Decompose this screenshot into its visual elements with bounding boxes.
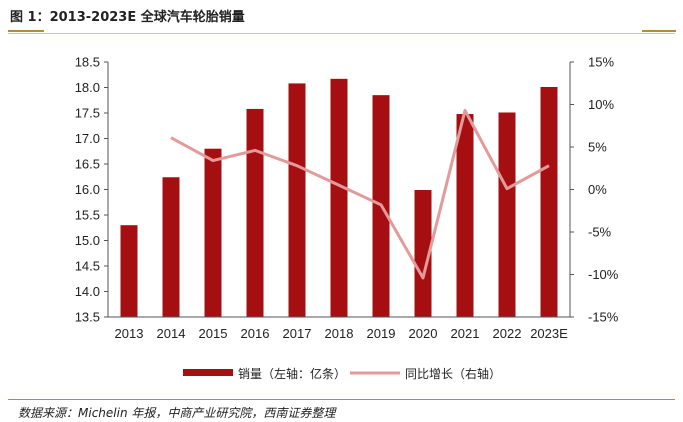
left-tick-label: 16.5 [75,157,100,172]
left-tick-label: 16.0 [75,182,100,197]
bar-series [120,78,558,318]
x-tick-label: 2019 [367,326,396,341]
left-tick-label: 14.5 [75,259,100,274]
left-tick-label: 14.0 [75,284,100,299]
bar-2016 [246,108,264,317]
title-rule-accent-right [642,30,676,32]
left-tick-label: 15.0 [75,233,100,248]
bar-2021 [456,114,474,318]
right-tick-label: -10% [588,267,619,282]
legend-bar-label: 销量（左轴：亿条） [238,366,346,381]
left-tick-label: 15.5 [75,208,100,223]
growth-line [170,108,550,280]
left-tick-label: 17.0 [75,131,100,146]
x-tick-label: 2021 [451,326,480,341]
x-tick-label: 2020 [409,326,438,341]
bar-2017 [288,83,306,317]
bar-2020 [414,190,432,317]
x-tick-label: 2014 [157,326,186,341]
right-tick-label: 15% [588,55,614,70]
title-rule-accent-left [8,30,44,32]
right-tick-label: 0% [588,182,607,197]
x-tick-label: 2022 [493,326,522,341]
bar-2023E [540,86,558,318]
footer-rule [8,399,675,400]
left-tick-label: 18.5 [75,55,100,70]
chart: 13.5 14.0 14.5 15.0 15.5 16.0 16.5 17.0 17.5 18.0… [75,55,619,382]
right-tick-label: 10% [588,97,614,112]
bar-2022 [498,112,516,318]
bar-2014 [162,177,180,317]
right-axis: -15% -10% -5% 0% 5% 10% 15% [569,55,619,325]
right-tick-label: -5% [588,225,612,240]
source-note: 数据来源：Michelin 年报，中商产业研究院，西南证券整理 [18,406,336,420]
left-tick-label: 13.5 [75,310,100,325]
left-tick-label: 17.5 [75,106,100,121]
legend-line-label: 同比增长（右轴） [405,366,501,381]
right-tick-label: 5% [588,140,607,155]
figure-title: 图 1：2013-2023E 全球汽车轮胎销量 [10,10,245,25]
legend-bar-swatch [183,369,233,376]
bar-2013 [120,225,138,317]
left-axis: 13.5 14.0 14.5 15.0 15.5 16.0 16.5 17.0 17.5 18.0… [75,55,109,325]
bar-2018 [330,78,348,317]
x-axis: 2013 2014 2015 2016 2017 2018 2019 2020 2021 2022… [108,316,570,341]
right-tick-label: -15% [588,310,619,325]
x-tick-label: 2023E [530,326,568,341]
x-tick-label: 2016 [241,326,270,341]
bar-2015 [204,148,222,317]
legend: 销量（左轴：亿条） 同比增长（右轴） [183,366,501,381]
x-tick-label: 2015 [199,326,228,341]
x-tick-label: 2017 [283,326,312,341]
left-tick-label: 18.0 [75,80,100,95]
x-tick-label: 2018 [325,326,354,341]
title-rule [8,33,675,34]
x-tick-label: 2013 [115,326,144,341]
line-series [170,108,550,280]
